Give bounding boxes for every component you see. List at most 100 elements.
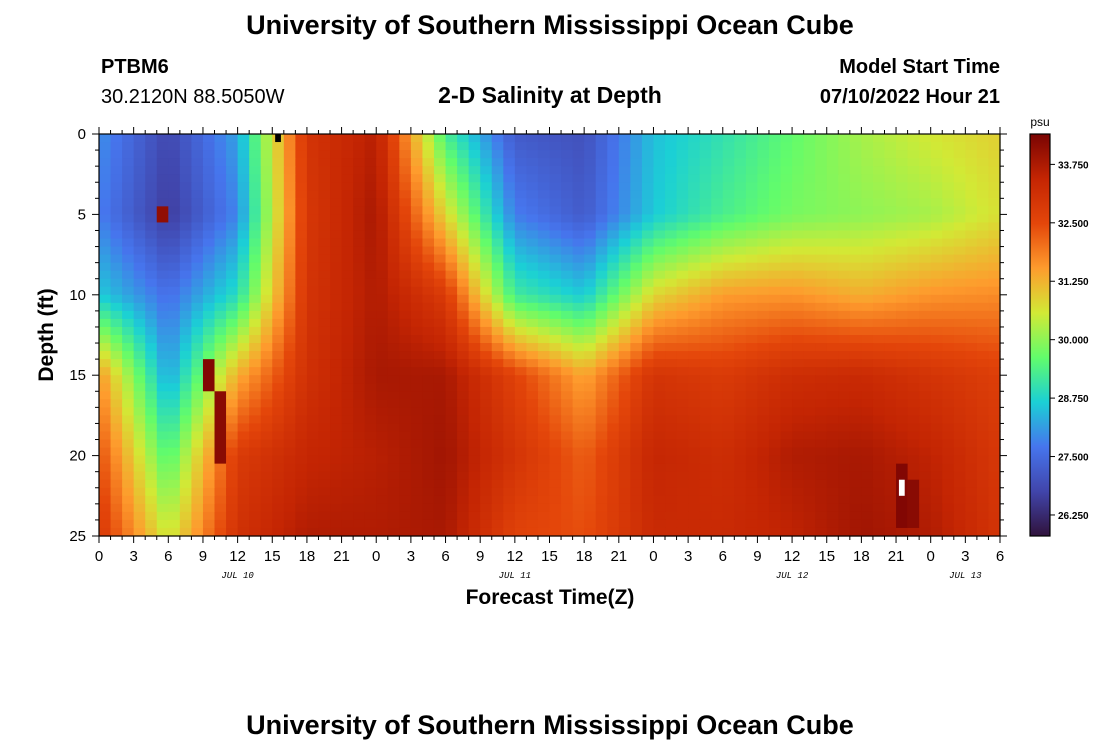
heatmap-cell: [919, 158, 932, 167]
heatmap-cell: [387, 318, 400, 328]
heatmap-cell: [780, 359, 793, 368]
heatmap-cell: [133, 318, 146, 328]
heatmap-cell: [803, 391, 816, 400]
heatmap-cell: [237, 190, 250, 199]
heatmap-cell: [202, 511, 216, 521]
heatmap-cell: [480, 439, 493, 449]
heatmap-cell: [468, 359, 481, 368]
heatmap-cell: [202, 391, 216, 400]
heatmap-cell: [561, 423, 574, 433]
heatmap-cell: [468, 190, 481, 199]
heatmap-cell: [734, 174, 747, 183]
heatmap-cell: [561, 495, 574, 505]
heatmap-cell: [572, 214, 585, 224]
heatmap-cell: [896, 174, 909, 183]
heatmap-cell: [988, 142, 1001, 151]
heatmap-cell: [549, 511, 562, 521]
heatmap-cell: [792, 495, 805, 505]
heatmap-cell: [561, 230, 574, 240]
heatmap-cell: [792, 343, 805, 352]
heatmap-cell: [122, 174, 135, 183]
heatmap-cell: [849, 519, 862, 529]
heatmap-cell: [930, 455, 943, 465]
heatmap-cell: [260, 318, 273, 328]
heatmap-anomaly-cell: [896, 463, 908, 528]
heatmap-cell: [491, 302, 504, 312]
heatmap-cell: [572, 407, 585, 416]
heatmap-cell: [896, 302, 909, 312]
heatmap-cell: [872, 150, 886, 159]
heatmap-cell: [792, 222, 805, 232]
heatmap-cell: [872, 294, 886, 304]
heatmap-cell: [110, 134, 123, 143]
heatmap-cell: [237, 238, 250, 248]
heatmap-cell: [595, 495, 608, 505]
heatmap-cell: [711, 214, 724, 224]
heatmap-cell: [122, 238, 135, 248]
heatmap-cell: [630, 415, 643, 425]
heatmap-cell: [815, 391, 828, 400]
heatmap-cell: [99, 302, 112, 312]
heatmap-cell: [468, 254, 481, 264]
heatmap-cell: [503, 182, 516, 191]
heatmap-cell: [457, 326, 470, 336]
heatmap-cell: [156, 351, 169, 360]
heatmap-cell: [826, 335, 839, 344]
heatmap-cell: [803, 286, 816, 296]
heatmap-cell: [468, 262, 481, 272]
heatmap-cell: [711, 431, 724, 441]
heatmap-cell: [676, 343, 689, 352]
heatmap-cell: [457, 495, 470, 505]
heatmap-cell: [133, 503, 146, 513]
heatmap-cell: [607, 383, 620, 392]
heatmap-cell: [399, 463, 412, 473]
heatmap-cell: [803, 375, 816, 384]
heatmap-cell: [976, 383, 990, 392]
heatmap-cell: [179, 262, 193, 272]
heatmap-cell: [688, 527, 701, 537]
heatmap-cell: [849, 463, 862, 473]
heatmap-cell: [133, 471, 146, 481]
heatmap-cell: [757, 503, 770, 513]
heatmap-cell: [607, 222, 620, 232]
heatmap-cell: [306, 318, 320, 328]
heatmap-cell: [110, 198, 123, 207]
heatmap-cell: [919, 166, 932, 175]
heatmap-cell: [815, 423, 828, 433]
heatmap-cell: [976, 278, 990, 288]
heatmap-cell: [584, 278, 597, 288]
heatmap-cell: [884, 206, 897, 215]
heatmap-cell: [145, 431, 158, 441]
heatmap-cell: [145, 206, 158, 215]
heatmap-cell: [537, 511, 551, 521]
heatmap-cell: [202, 455, 216, 465]
heatmap-cell: [549, 343, 562, 352]
heatmap-cell: [942, 230, 955, 240]
heatmap-cell: [272, 278, 285, 288]
heatmap-cell: [699, 142, 712, 151]
heatmap-cell: [537, 447, 551, 457]
heatmap-cell: [965, 415, 978, 425]
heatmap-cell: [260, 310, 273, 320]
heatmap-cell: [907, 391, 920, 400]
heatmap-cell: [433, 174, 447, 183]
heatmap-cell: [976, 359, 990, 368]
heatmap-cell: [734, 511, 747, 521]
x-tick-label: 6: [996, 548, 1004, 565]
heatmap-cell: [884, 511, 897, 521]
heatmap-cell: [283, 294, 296, 304]
heatmap-cell: [353, 375, 366, 384]
heatmap-cell: [699, 294, 712, 304]
heatmap-cell: [630, 399, 643, 408]
heatmap-cell: [988, 230, 1001, 240]
heatmap-cell: [953, 222, 966, 232]
heatmap-cell: [745, 150, 759, 159]
heatmap-cell: [549, 527, 562, 537]
heatmap-cell: [445, 375, 458, 384]
heatmap-cell: [260, 359, 273, 368]
heatmap-cell: [965, 238, 978, 248]
heatmap-cell: [930, 431, 943, 441]
heatmap-cell: [942, 351, 955, 360]
heatmap-cell: [99, 294, 112, 304]
heatmap-cell: [734, 158, 747, 167]
